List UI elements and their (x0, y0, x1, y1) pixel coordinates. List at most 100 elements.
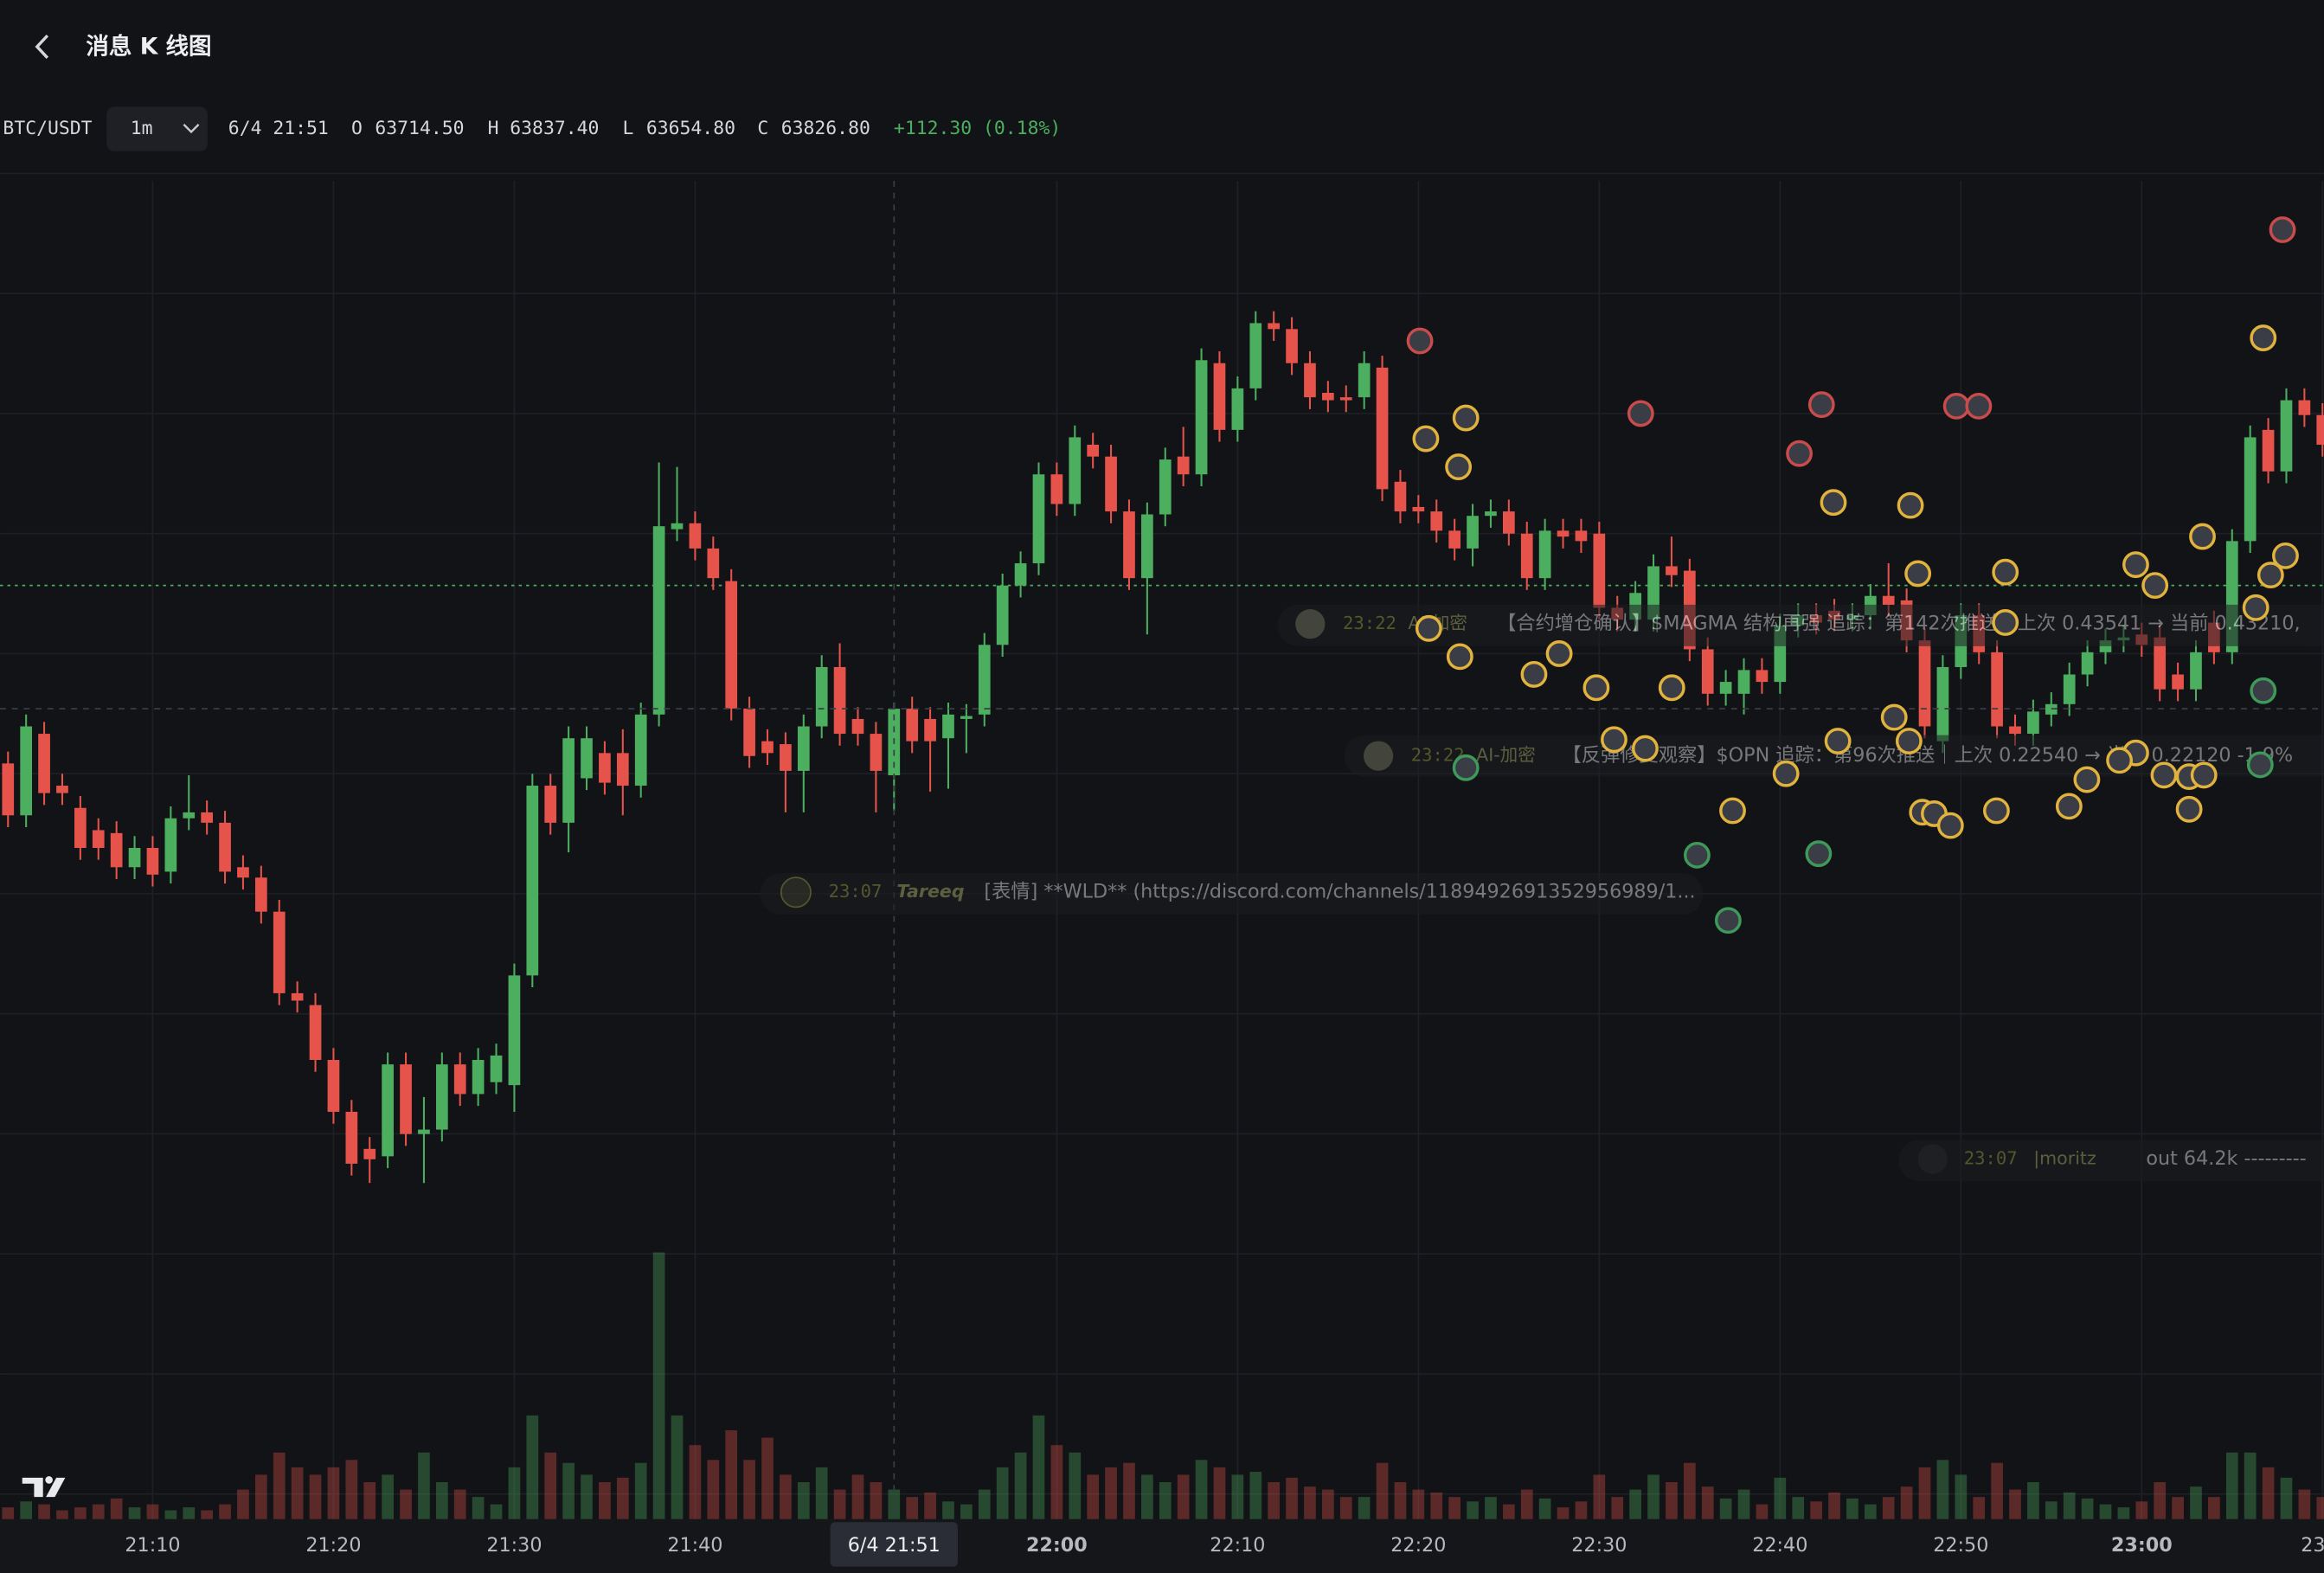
candle-body (960, 716, 973, 719)
marker[interactable] (2250, 677, 2277, 704)
marker[interactable] (1406, 327, 1434, 355)
marker[interactable] (1772, 760, 1800, 787)
volume-bar (562, 1462, 575, 1519)
volume-bar (1846, 1498, 1859, 1519)
marker[interactable] (1820, 489, 1847, 517)
marker[interactable] (1445, 453, 1473, 481)
volume-bar (56, 1510, 68, 1519)
volume-bar (1322, 1489, 1334, 1519)
marker[interactable] (1982, 797, 2010, 825)
marker[interactable] (1632, 735, 1659, 762)
candle-body (671, 523, 684, 530)
candle-body (725, 581, 738, 709)
marker[interactable] (1992, 558, 2019, 586)
volume-bar (1195, 1460, 1208, 1519)
volume-bar (599, 1481, 611, 1519)
marker[interactable] (1824, 728, 1852, 754)
marker[interactable] (2257, 562, 2284, 589)
volume-bar (2262, 1467, 2275, 1519)
time-axis-labels: 21:10 21:20 21:30 21:40 22:00 22:10 22:20 22:30… (125, 1522, 2324, 1567)
marker[interactable] (1446, 643, 1473, 671)
candle-body (1538, 530, 1551, 579)
message-pill[interactable]: 23:07 Tareeq [表情] **WLD** (https://disco… (760, 872, 1704, 915)
volume-bar (490, 1504, 503, 1519)
marker[interactable] (2055, 793, 2083, 820)
volume-bar (960, 1504, 973, 1519)
candle-body (707, 548, 720, 579)
volume-bar (435, 1481, 448, 1519)
candle-body (652, 526, 665, 715)
marker[interactable] (1583, 674, 1610, 702)
volume-bar (780, 1474, 792, 1519)
marker[interactable] (1807, 391, 1835, 419)
marker[interactable] (1965, 392, 1993, 420)
candle-body (1268, 323, 1281, 330)
marker[interactable] (1683, 841, 1711, 869)
candle-body (1448, 530, 1461, 549)
message-pill[interactable]: 23:22 AI-加密 【反弹修复观察】$OPN 追踪：第96次推送｜上次 0.… (1344, 735, 2324, 777)
interval: 1m (131, 118, 153, 139)
message-pill[interactable]: 23:07 |moritz out 64.2k --------- (1898, 1140, 2324, 1182)
marker[interactable] (2122, 551, 2149, 579)
marker[interactable] (1601, 726, 1627, 754)
candle-body (2280, 400, 2293, 472)
marker[interactable] (1452, 754, 1480, 781)
marker[interactable] (2246, 751, 2274, 779)
marker[interactable] (1897, 491, 1924, 519)
marker[interactable] (2190, 761, 2218, 789)
candle-body (508, 975, 521, 1086)
volume-bar (1014, 1452, 1027, 1519)
volume-bar (978, 1489, 991, 1519)
marker[interactable] (2150, 761, 2178, 789)
marker[interactable] (2073, 766, 2101, 793)
marker[interactable] (2189, 523, 2216, 550)
candle-body (435, 1064, 448, 1130)
marker[interactable] (1452, 404, 1480, 432)
volume-bar (327, 1467, 340, 1519)
marker[interactable] (1545, 640, 1573, 667)
candle-body (183, 812, 196, 819)
marker[interactable] (1714, 907, 1742, 934)
marker[interactable] (2141, 572, 2169, 600)
marker[interactable] (1880, 703, 1908, 731)
marker[interactable] (1992, 609, 2019, 636)
volume-bar (400, 1489, 412, 1519)
volume-bar (1123, 1462, 1135, 1519)
volume-bar (1882, 1497, 1895, 1519)
marker[interactable] (2242, 594, 2269, 621)
volume-bar (870, 1481, 883, 1519)
message-text: [表情] **WLD** (https://discord.com/channe… (984, 881, 1695, 903)
marker[interactable] (1719, 797, 1746, 825)
marker[interactable] (1805, 840, 1833, 868)
avatar (1363, 741, 1394, 771)
volume-bar (1286, 1477, 1298, 1519)
volume-bar (1502, 1504, 1515, 1519)
candle-body (1430, 511, 1443, 531)
marker[interactable] (1520, 660, 1548, 688)
marker[interactable] (2272, 542, 2299, 569)
candle-body (1177, 456, 1190, 475)
marker[interactable] (1942, 392, 1970, 420)
volume-bar (472, 1497, 485, 1519)
marker[interactable] (1658, 674, 1685, 702)
back-button[interactable] (35, 34, 49, 59)
volume-bar (219, 1504, 231, 1519)
candle-body (780, 744, 792, 771)
candle-body (237, 867, 249, 878)
marker[interactable] (1904, 560, 1932, 587)
volume-bar (1430, 1492, 1443, 1519)
marker[interactable] (2250, 324, 2277, 351)
candle-body (74, 807, 87, 849)
marker[interactable] (2269, 216, 2296, 243)
marker[interactable] (1895, 728, 1923, 754)
marker[interactable] (1936, 812, 1964, 839)
marker[interactable] (1627, 400, 1654, 427)
marker[interactable] (2106, 747, 2134, 774)
message-pill[interactable]: 23:22 AI-加密 【合约增仓确认】$MAGMA 结构再强 追踪：第142次… (1277, 604, 2324, 646)
marker[interactable] (1786, 440, 1814, 467)
marker[interactable] (2175, 795, 2203, 823)
marker[interactable] (1415, 614, 1442, 642)
marker[interactable] (1412, 425, 1440, 453)
interval-select[interactable] (106, 106, 208, 151)
